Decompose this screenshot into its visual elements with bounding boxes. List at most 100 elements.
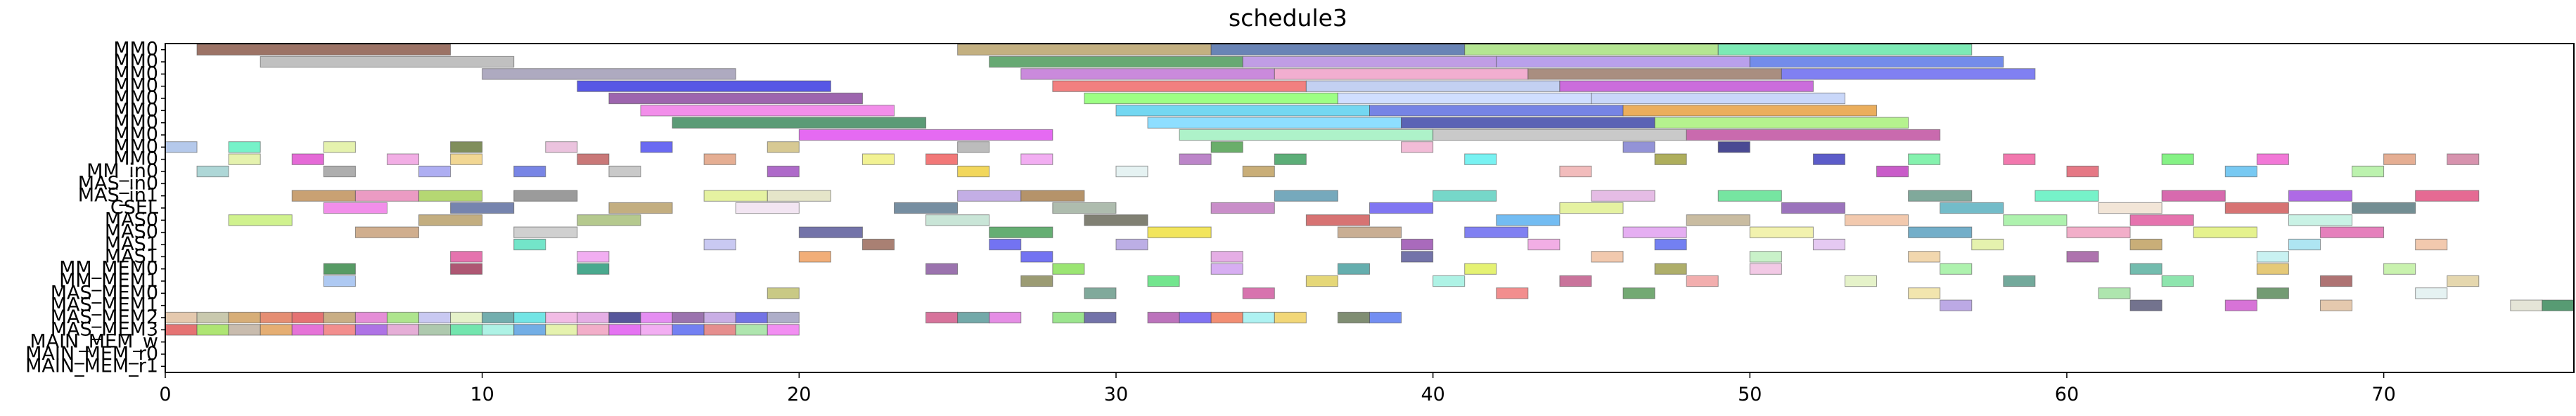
- y-tick-layer: MM0MM0MM0MM0MM0MM0MM0MM0MM0MM0MM_in0MAS_…: [25, 39, 165, 377]
- task-bar: [861, 238, 895, 251]
- task-bar: [1971, 238, 2004, 251]
- y-tick-label: MAS0: [105, 221, 158, 243]
- task-bar: [672, 324, 705, 336]
- task-bar: [1433, 275, 1466, 287]
- task-bar: [989, 238, 1022, 251]
- x-tick-label: 0: [159, 384, 171, 405]
- task-bar: [1717, 190, 1782, 202]
- task-bar: [1242, 165, 1275, 178]
- task-bar: [2161, 153, 2194, 165]
- task-bar: [2098, 287, 2131, 299]
- y-tick-label: MAS_MEM3: [51, 318, 158, 340]
- task-bar: [1654, 117, 1909, 129]
- task-bar: [735, 311, 768, 324]
- task-bar: [1274, 311, 1307, 324]
- task-bar: [1781, 202, 1845, 214]
- task-bar: [1812, 238, 1845, 251]
- task-bar: [354, 226, 420, 238]
- task-bar: [291, 324, 324, 336]
- x-tick-label: 30: [1104, 384, 1128, 405]
- task-bar: [450, 153, 483, 165]
- task-bar: [1084, 311, 1117, 324]
- task-bar: [1749, 226, 1814, 238]
- task-bar: [1020, 153, 1053, 165]
- task-bar: [196, 311, 229, 324]
- task-bar: [259, 56, 515, 68]
- task-bar: [767, 165, 800, 178]
- task-bar: [1020, 68, 1275, 80]
- task-bar: [354, 311, 387, 324]
- task-bar: [767, 287, 800, 299]
- task-bar: [1433, 129, 1687, 141]
- task-bar: [450, 251, 483, 263]
- task-bar: [1052, 80, 1307, 92]
- task-bar: [2256, 263, 2289, 275]
- y-tick-label: MAIN_MEM_r0: [25, 343, 158, 365]
- task-bar: [608, 324, 641, 336]
- task-bar: [545, 324, 578, 336]
- y-tick-label: MM0: [113, 148, 158, 170]
- task-bar: [1559, 202, 1624, 214]
- task-bar: [1401, 238, 1434, 251]
- task-bar: [2003, 153, 2036, 165]
- task-bar: [1210, 141, 1243, 153]
- y-tick-label: MAS_MEM2: [51, 306, 158, 328]
- x-tick-label: 10: [470, 384, 494, 405]
- y-tick-label: MAIN_MEM_r1: [25, 355, 158, 377]
- y-tick-label: MM0: [113, 75, 158, 97]
- task-bar: [894, 202, 959, 214]
- task-bar: [2319, 299, 2353, 311]
- task-bar: [323, 141, 356, 153]
- task-bar: [165, 141, 198, 153]
- task-bar: [386, 311, 420, 324]
- task-bar: [1908, 226, 1973, 238]
- task-bar: [1337, 263, 1370, 275]
- task-bar: [2129, 299, 2162, 311]
- y-tick-label: MAS_in0: [78, 172, 158, 194]
- task-bar: [1527, 68, 1782, 80]
- task-bar: [1401, 117, 1655, 129]
- task-bar: [1940, 299, 1973, 311]
- task-bar: [608, 92, 863, 105]
- task-bar: [1940, 202, 2004, 214]
- task-bar: [2288, 190, 2353, 202]
- task-bar: [1179, 129, 1434, 141]
- task-bar: [1559, 165, 1592, 178]
- task-bar: [957, 141, 990, 153]
- task-bar: [577, 80, 831, 92]
- task-bar: [1464, 44, 1719, 56]
- task-bar: [513, 238, 546, 251]
- task-bar: [957, 190, 1022, 202]
- task-bar: [450, 202, 515, 214]
- task-bar: [1622, 141, 1655, 153]
- task-bar: [577, 324, 610, 336]
- task-bar: [2003, 275, 2036, 287]
- task-bar: [354, 190, 420, 202]
- task-bar: [1052, 202, 1117, 214]
- task-bar: [1622, 287, 1655, 299]
- task-bar: [2193, 226, 2257, 238]
- task-bar: [1274, 190, 1338, 202]
- task-bar: [989, 226, 1053, 238]
- task-bar: [1305, 275, 1338, 287]
- task-bar: [1242, 287, 1275, 299]
- task-bar: [1559, 275, 1592, 287]
- task-bar: [957, 165, 990, 178]
- task-bar: [2256, 153, 2289, 165]
- task-bar: [577, 153, 610, 165]
- task-bar: [228, 153, 261, 165]
- task-bar: [2066, 165, 2099, 178]
- task-bar: [1876, 165, 1909, 178]
- task-bar: [2415, 190, 2480, 202]
- task-bar: [1179, 311, 1212, 324]
- task-bar: [1369, 105, 1624, 117]
- task-bar: [2129, 238, 2162, 251]
- task-bar: [450, 263, 483, 275]
- task-bar: [1242, 56, 1497, 68]
- task-bar: [1337, 311, 1370, 324]
- task-bar: [2288, 214, 2353, 226]
- task-bar: [513, 311, 546, 324]
- task-bar: [323, 263, 356, 275]
- y-tick-label: MAS_MEM1: [51, 294, 158, 316]
- task-bar: [1654, 238, 1687, 251]
